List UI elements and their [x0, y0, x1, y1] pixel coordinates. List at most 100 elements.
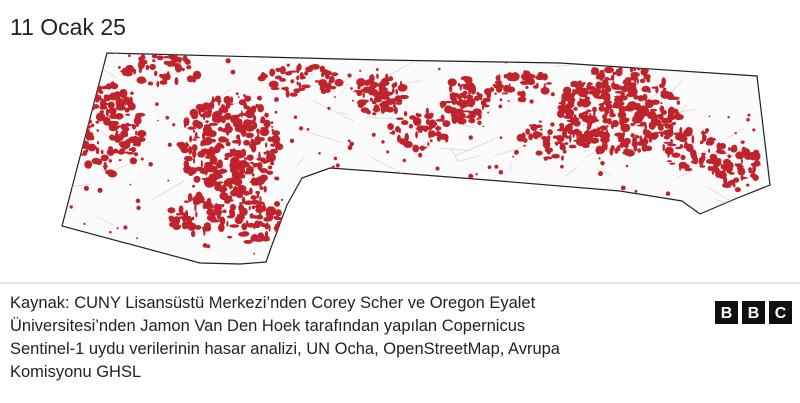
logo-letter: B: [721, 305, 733, 322]
damage-spot: [221, 196, 226, 201]
damage-spot: [466, 114, 476, 119]
road: [558, 192, 567, 210]
damage-spot: [296, 75, 300, 81]
damage-spot: [530, 208, 535, 214]
damage-spot: [300, 76, 306, 80]
damage-spot: [239, 217, 243, 222]
damage-spot: [752, 128, 756, 132]
damage-spot: [318, 187, 323, 193]
damage-spot: [192, 196, 202, 203]
damage-spot: [270, 143, 276, 147]
damage-spot: [710, 165, 719, 173]
damage-spot: [761, 197, 764, 200]
damage-spot: [229, 224, 240, 228]
damage-spot: [742, 148, 750, 152]
damage-spot: [378, 82, 384, 86]
damage-spot: [501, 92, 509, 95]
damage-spot: [224, 156, 229, 161]
damage-spot: [617, 134, 625, 141]
damage-spot: [114, 112, 124, 120]
damage-spot: [704, 128, 710, 133]
damage-spot: [517, 96, 527, 103]
road: [767, 86, 770, 102]
damage-spot: [667, 113, 677, 121]
damage-spot: [598, 73, 606, 79]
damage-spot: [493, 85, 499, 89]
damage-spot: [394, 231, 398, 234]
damage-spot: [381, 140, 385, 144]
damage-spot: [306, 177, 310, 181]
damage-spot: [356, 77, 366, 87]
damage-spot: [327, 106, 331, 110]
damage-spot: [616, 145, 621, 152]
damage-spot: [543, 83, 546, 89]
damage-spot: [192, 138, 197, 141]
damage-spot: [412, 117, 422, 126]
damage-spot: [210, 212, 217, 216]
damage-spot: [221, 184, 227, 192]
damage-spot: [371, 132, 376, 137]
damage-spot: [186, 215, 193, 225]
damage-spot: [108, 159, 113, 163]
damage-spot: [586, 142, 591, 145]
damage-spot: [192, 129, 196, 133]
damage-spot: [145, 65, 150, 70]
damage-spot: [325, 72, 330, 80]
damage-spot: [249, 187, 253, 195]
damage-spot: [106, 148, 115, 156]
damage-spot: [109, 92, 118, 101]
road: [595, 168, 611, 175]
damage-spot: [528, 124, 533, 127]
damage-spot: [85, 125, 92, 129]
damage-spot: [84, 160, 93, 169]
damage-spot: [274, 97, 279, 102]
damage-spot: [378, 83, 383, 93]
damage-spot: [639, 135, 643, 144]
damage-spot: [734, 131, 737, 135]
damage-spot: [394, 83, 397, 86]
damage-spot: [203, 124, 212, 128]
damage-spot: [589, 118, 600, 123]
damage-spot: [135, 130, 138, 136]
damage-spot: [174, 77, 179, 86]
damage-spot: [215, 97, 220, 101]
damage-spot: [239, 119, 242, 126]
damage-spot: [239, 166, 246, 175]
damage-spot: [519, 54, 525, 60]
damage-spot: [707, 136, 715, 146]
damage-spot: [393, 106, 398, 115]
damage-spot: [334, 78, 344, 87]
damage-spot: [483, 184, 486, 187]
damage-spot: [216, 211, 221, 220]
damage-spot: [603, 98, 609, 102]
road: [370, 157, 408, 177]
damage-spot: [371, 220, 373, 223]
damage-spot: [535, 131, 543, 138]
damage-spot: [126, 138, 133, 144]
damage-spot: [368, 91, 376, 96]
damage-spot: [709, 153, 718, 160]
damage-spot: [263, 185, 267, 193]
damage-spot: [627, 103, 630, 111]
damage-spot: [102, 116, 106, 120]
damage-spot: [264, 230, 269, 238]
damage-spot: [225, 178, 234, 186]
damage-spot: [165, 115, 170, 120]
damage-spot: [425, 107, 429, 115]
bbc-logo: B B C: [715, 301, 792, 324]
damage-spot: [75, 135, 84, 141]
damage-spot: [86, 128, 90, 135]
damage-spot: [263, 216, 271, 222]
damage-spot: [149, 63, 156, 71]
damage-spot: [604, 141, 608, 151]
damage-spot: [592, 88, 599, 96]
damage-spot: [240, 159, 248, 169]
damage-spot: [268, 80, 279, 89]
damage-spot: [450, 188, 454, 193]
damage-spot: [268, 224, 271, 232]
damage-spot: [633, 226, 636, 229]
damage-spot: [664, 146, 674, 155]
damage-spot: [249, 143, 252, 148]
damage-spot: [650, 132, 658, 140]
